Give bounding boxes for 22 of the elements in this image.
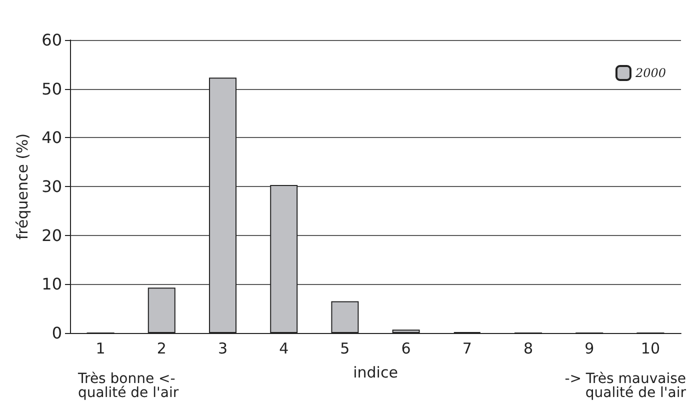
text: -> Très mauvaise qualité de l'air [564, 371, 686, 401]
text: Très bonne <- qualité de l'air [77, 371, 179, 401]
y-tick-label: 30 [42, 177, 62, 196]
y-tick-label: 50 [42, 79, 62, 98]
y-axis-title: fréquence (%) [14, 133, 32, 240]
x-tick-label: 1 [96, 340, 106, 358]
y-tick-label: 40 [42, 128, 62, 148]
x-tick-label: 4 [279, 340, 289, 358]
x-tick-label: 9 [584, 340, 594, 358]
x-tick-label: 5 [340, 340, 350, 358]
y-tick-label: 20 [42, 226, 62, 245]
x-tick-label: 3 [218, 340, 228, 358]
x-tick-label: 2 [156, 340, 166, 358]
x-tick-label: 6 [401, 340, 411, 358]
x-axis-title: indice [353, 364, 398, 382]
x-tick-label: 10 [640, 340, 660, 358]
y-tick-label: 0 [52, 324, 62, 342]
x-tick-label: 7 [462, 340, 472, 358]
x-tick-label: 8 [523, 340, 534, 358]
y-tick-label: 10 [42, 274, 62, 294]
legend-label: 2000 [634, 66, 666, 80]
y-tick-label: 60 [42, 30, 62, 50]
